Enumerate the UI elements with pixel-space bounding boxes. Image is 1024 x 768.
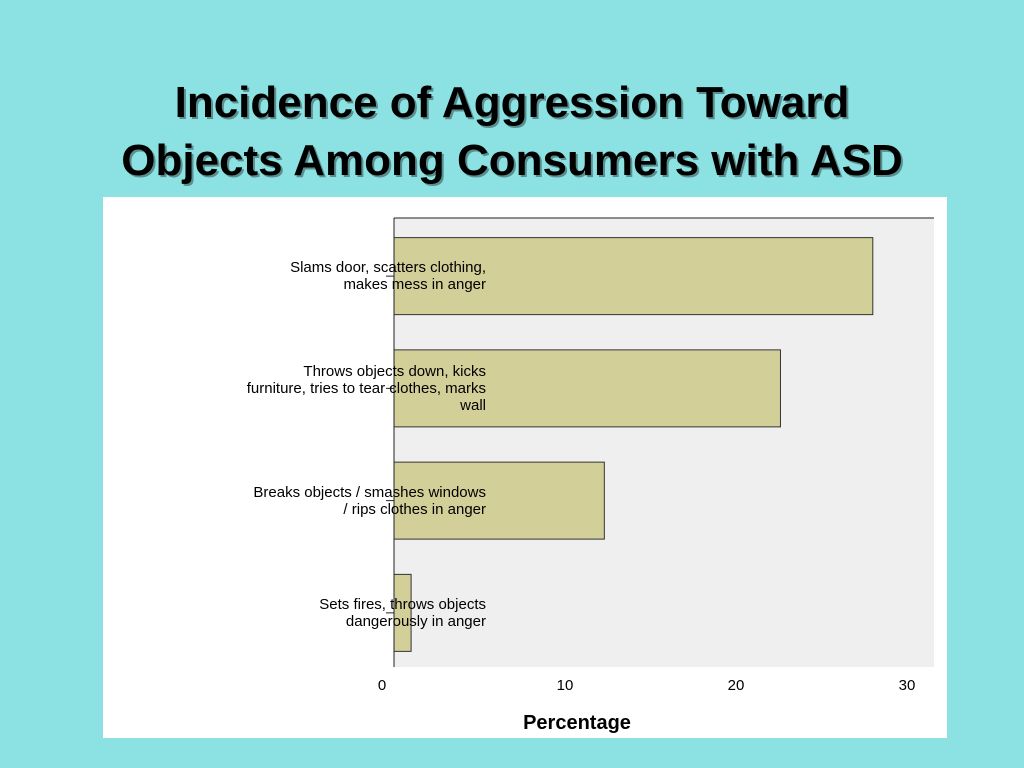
slide-title-line-1: Incidence of Aggression Toward [174, 78, 850, 127]
category-label: Breaks objects / smashes windows / rips c… [206, 484, 486, 518]
category-label: Throws objects down, kicks furniture, tri… [206, 363, 486, 414]
category-label-line: makes mess in anger [343, 276, 486, 294]
category-label-line: / rips clothes in anger [343, 500, 486, 518]
category-label-line: furniture, tries to tear clothes, marks [246, 379, 486, 397]
category-label-line: Throws objects down, kicks [303, 362, 486, 380]
category-label-line: Breaks objects / smashes windows [253, 483, 486, 501]
category-label: Sets fires, throws objects dangerously in… [206, 596, 486, 630]
x-tick-label: 20 [728, 677, 745, 694]
x-tick-label: 10 [557, 677, 574, 694]
bar-1 [393, 237, 874, 316]
category-label-line: Sets fires, throws objects [319, 595, 486, 613]
chart-panel: 0 10 20 30 Percentage Slams door, scatters … [103, 197, 947, 738]
slide-title: Incidence of Aggression Toward Objects A… [0, 74, 1024, 190]
category-label-line: dangerously in anger [345, 612, 486, 630]
bar-3 [393, 461, 605, 540]
x-axis-title: Percentage [523, 712, 631, 734]
x-tick-label: 30 [899, 677, 916, 694]
category-label: Slams door, scatters clothing, makes mess… [206, 259, 486, 293]
slide-title-line-2: Objects Among Consumers with ASD [121, 136, 903, 185]
category-label-line: Slams door, scatters clothing, [290, 259, 486, 277]
category-label-line: wall [460, 396, 486, 414]
x-tick-label: 0 [378, 677, 386, 694]
bar-chart: 0 10 20 30 Percentage [378, 217, 934, 734]
bar-2 [393, 349, 781, 428]
